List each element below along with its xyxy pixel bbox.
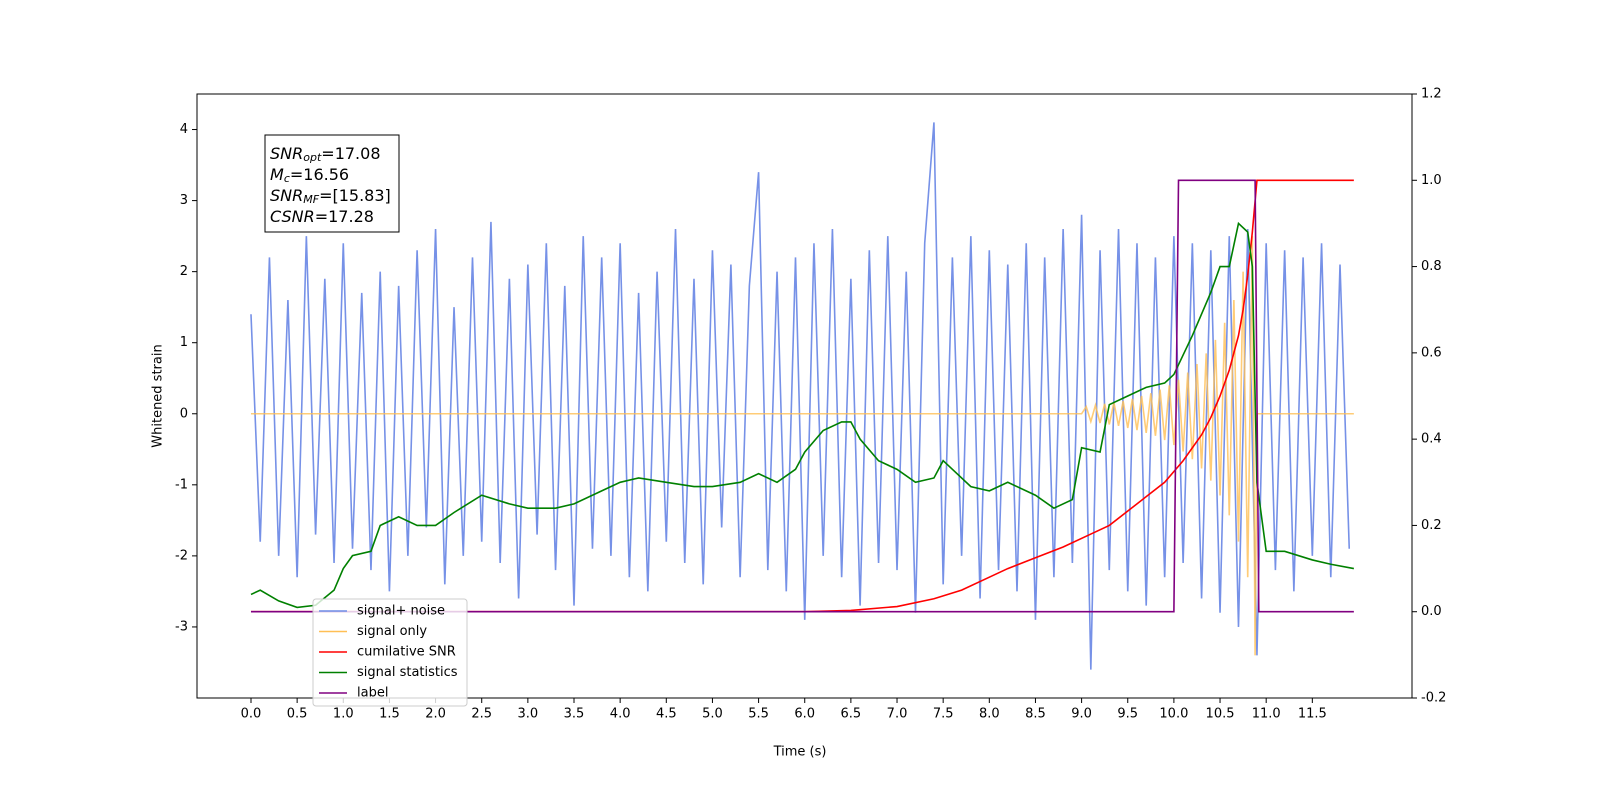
- y-tick-label: -2: [175, 548, 188, 563]
- legend: signal+ noise signal only cumilative SNR si…: [312, 598, 468, 707]
- y-tick-label: 3: [180, 193, 188, 208]
- annotation-subscript: MF: [303, 193, 319, 206]
- annotation: SNRopt=17.08Mc=16.56SNRMF=[15.83]CSNR=17…: [264, 134, 400, 233]
- y2-tick-label: 0.4: [1421, 432, 1442, 447]
- legend-label: signal statistics: [357, 665, 458, 680]
- y2-tick-label: 0.0: [1421, 604, 1442, 619]
- x-tick-label: 7.0: [887, 707, 908, 722]
- x-tick-label: 0.0: [241, 707, 262, 722]
- legend-label: signal only: [357, 624, 427, 639]
- annotation-line: CSNR=17.28: [270, 207, 374, 226]
- y2-tick-label: 1.2: [1421, 87, 1442, 102]
- y2-tick-label: 0.8: [1421, 259, 1442, 274]
- annotation-symbol: SNR: [270, 144, 303, 163]
- y-tick-label: -3: [175, 619, 188, 634]
- annotation-box: [264, 134, 400, 233]
- series-line: [250, 221, 1355, 609]
- series-line: [250, 179, 1354, 613]
- annotation-symbol: M: [270, 165, 284, 184]
- x-tick-label: 0.5: [287, 707, 308, 722]
- y-tick-label: -1: [175, 477, 188, 492]
- x-tick-label: 5.5: [748, 707, 769, 722]
- series-line: [250, 236, 1354, 656]
- annotation-value: =17.08: [321, 144, 380, 163]
- x-tick-label: 7.5: [933, 707, 954, 722]
- y2-tick-label: 1.0: [1421, 173, 1442, 188]
- annotation-line: Mc=16.56: [270, 165, 349, 186]
- x-axis-label: Time (s): [773, 745, 827, 760]
- y-tick-label: 4: [180, 122, 188, 137]
- legend-label: label: [357, 686, 388, 701]
- x-tick-label: 9.0: [1071, 707, 1092, 722]
- x-tick-label: 2.0: [425, 707, 446, 722]
- y2-tick-label: 0.2: [1421, 518, 1442, 533]
- x-tick-label: 6.0: [794, 707, 815, 722]
- x-tick-label: 11.0: [1252, 707, 1281, 722]
- annotation-symbol: SNR: [270, 186, 303, 205]
- series-line: [250, 122, 1351, 670]
- y-tick-label: 0: [180, 406, 188, 421]
- legend-label: cumilative SNR: [357, 645, 456, 660]
- y2-tick-label: 0.6: [1421, 345, 1442, 360]
- x-tick-label: 11.5: [1298, 707, 1327, 722]
- plot-area: [250, 122, 1355, 670]
- x-tick-label: 9.5: [1117, 707, 1138, 722]
- annotation-line: SNRMF=[15.83]: [270, 186, 391, 207]
- annotation-symbol: CSNR: [270, 207, 315, 226]
- x-tick-label: 8.0: [979, 707, 1000, 722]
- x-tick-label: 5.0: [702, 707, 723, 722]
- x-tick-label: 4.0: [610, 707, 631, 722]
- x-tick-label: 10.0: [1159, 707, 1188, 722]
- x-tick-label: 8.5: [1025, 707, 1046, 722]
- x-tick-label: 1.5: [379, 707, 400, 722]
- x-tick-label: 2.5: [471, 707, 492, 722]
- legend-label: signal+ noise: [357, 604, 445, 619]
- legend-box: [312, 598, 468, 707]
- annotation-value: =17.28: [315, 207, 374, 226]
- x-tick-label: 10.5: [1206, 707, 1235, 722]
- annotation-line: SNRopt=17.08: [270, 144, 381, 165]
- annotation-value: =16.56: [290, 165, 349, 184]
- x-tick-label: 4.5: [656, 707, 677, 722]
- x-tick-label: 3.0: [518, 707, 539, 722]
- y-axis-label: Whitened strain: [151, 344, 166, 447]
- annotation-value: =[15.83]: [319, 186, 391, 205]
- annotation-subscript: c: [284, 172, 290, 185]
- x-tick-label: 1.0: [333, 707, 354, 722]
- annotation-subscript: opt: [303, 151, 322, 164]
- y-tick-label: 2: [180, 264, 188, 279]
- x-tick-label: 6.5: [841, 707, 862, 722]
- x-tick-label: 3.5: [564, 707, 585, 722]
- y2-tick-label: -0.2: [1421, 691, 1446, 706]
- series-line: [250, 179, 1354, 613]
- y-tick-label: 1: [180, 335, 188, 350]
